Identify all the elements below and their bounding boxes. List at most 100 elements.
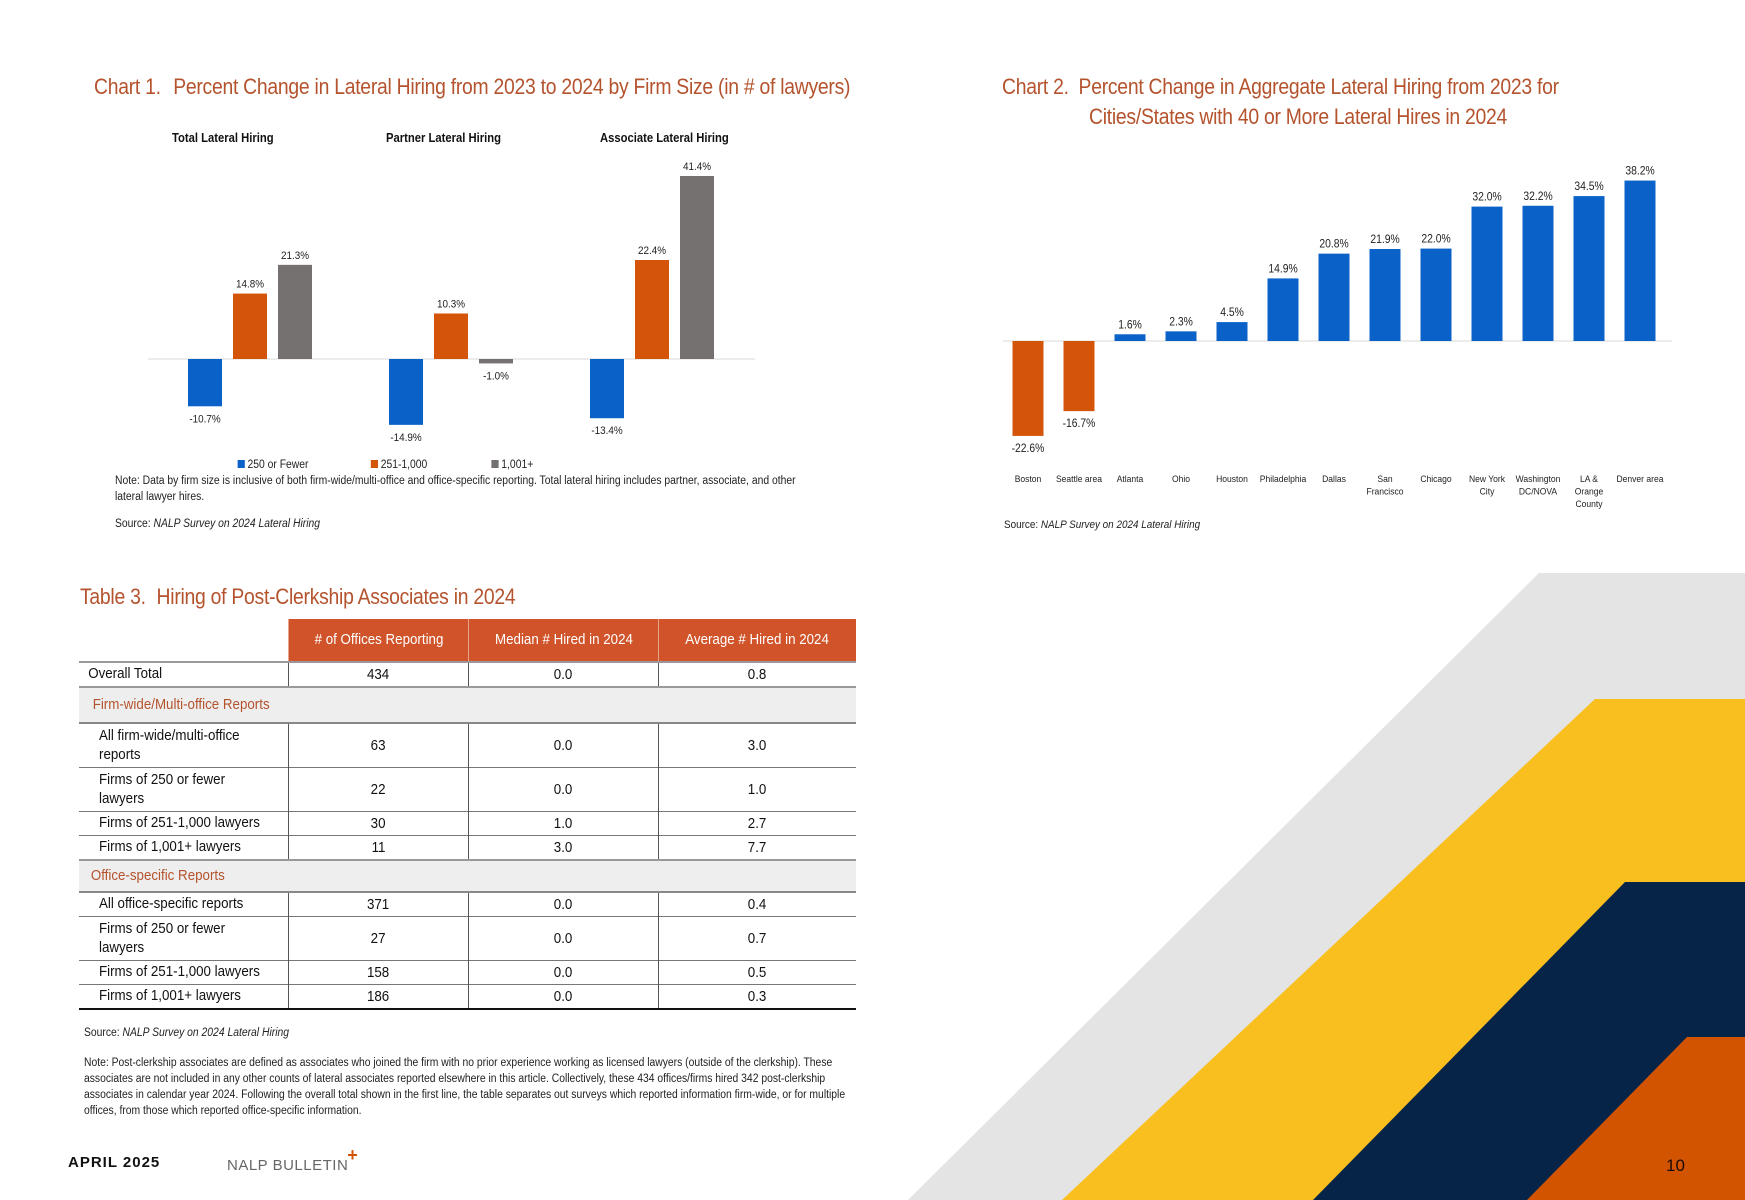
chart1-bar-partner-lateral-hiring-1-001- <box>479 359 513 364</box>
row-label: Firms of 251-1,000 lawyers <box>79 960 289 985</box>
cell-average: 0.4 <box>658 891 856 917</box>
section-row-firm-wide: Firm-wide/Multi-office Reports <box>79 686 856 723</box>
chart2-category-label: San Francisco <box>1367 474 1404 497</box>
cell-median: 0.0 <box>468 722 659 768</box>
chart2-bar-new-york-city <box>1471 206 1503 341</box>
table-row: All firm-wide/multi-office reports 63 0.… <box>79 722 856 768</box>
panel-title-total: Total Lateral Hiring <box>172 131 274 145</box>
chart2-bar-denver-area <box>1624 180 1656 341</box>
table-row: All office-specific reports 371 0.0 0.4 <box>79 891 856 917</box>
cell-offices: 371 <box>288 891 469 917</box>
chart1-data-label: 14.8% <box>236 279 264 291</box>
row-label: All office-specific reports <box>79 891 289 917</box>
chart1-bar-associate-lateral-hiring-251-1-000 <box>635 259 669 359</box>
chart2-title-line1: Percent Change in Aggregate Lateral Hiri… <box>1078 74 1560 99</box>
legend-swatch-blue <box>237 460 245 468</box>
table3-source: Source: NALP Survey on 2024 Lateral Hiri… <box>84 1027 290 1039</box>
chart2-bar-boston <box>1012 341 1044 436</box>
panel-title-partner: Partner Lateral Hiring <box>386 131 502 145</box>
table3-note: Note: Post-clerkship associates are defi… <box>84 1057 846 1117</box>
chart1-data-label: 22.4% <box>638 246 666 258</box>
chart1-data-label: 21.3% <box>281 250 309 262</box>
chart1-title: Chart 1. Percent Change in Lateral Hiring… <box>94 74 850 100</box>
table-row-overall: Overall Total 434 0.0 0.8 <box>79 661 856 687</box>
cell-offices: 158 <box>288 960 469 985</box>
issue-date: APRIL 2025 <box>68 1154 161 1171</box>
chart2-category-label: New York City <box>1469 474 1505 497</box>
row-label: All firm-wide/multi-office reports <box>79 722 289 768</box>
table-row: Firms of 251-1,000 lawyers 30 1.0 2.7 <box>79 811 856 836</box>
chart2-category-label: Seattle area <box>1056 474 1103 485</box>
cell-average: 3.0 <box>658 722 856 768</box>
table-row: Firms of 250 or fewer lawyers 22 0.0 1.0 <box>79 767 856 812</box>
chart2-data-label: 34.5% <box>1574 181 1604 194</box>
chart1-legend: 250 or Fewer 251-1,000 1,001+ <box>0 459 792 473</box>
chart2-source-title: NALP Survey on 2024 Lateral Hiring <box>1040 519 1201 531</box>
chart2-data-label: 2.3% <box>1169 316 1193 329</box>
chart2-category-label: Atlanta <box>1117 474 1144 485</box>
chart1-bar-total-lateral-hiring-251-1-000 <box>233 293 267 359</box>
chart2-bar-seattle-area <box>1063 341 1095 412</box>
plus-mark-icon: + <box>347 1145 359 1165</box>
cell-offices: 30 <box>288 811 469 836</box>
chart2-data-label: -16.7% <box>1063 418 1096 431</box>
cell-average: 1.0 <box>658 767 856 812</box>
table3-source-title: NALP Survey on 2024 Lateral Hiring <box>122 1027 290 1039</box>
legend-swatch-gray <box>491 460 499 468</box>
cell-average: 0.8 <box>658 661 856 687</box>
chart2-category-label: Chicago <box>1420 474 1451 485</box>
row-label: Firms of 251-1,000 lawyers <box>79 811 289 836</box>
legend-swatch-orange <box>370 460 378 468</box>
cell-offices: 63 <box>288 722 469 768</box>
chart2-plot: -22.6% Boston -16.7% Seattle area 1.6% Atlant… <box>1003 165 1672 510</box>
legend-item-250-or-fewer: 250 or Fewer <box>237 459 308 471</box>
cell-offices: 11 <box>288 835 469 860</box>
chart2-data-label: 1.6% <box>1118 319 1142 332</box>
cell-average: 0.3 <box>658 984 856 1010</box>
chart1-data-label: -13.4% <box>591 426 622 438</box>
table-row: Firms of 1,001+ lawyers 186 0.0 0.3 <box>79 984 856 1010</box>
chart1-title-text: Percent Change in Lateral Hiring from 20… <box>173 74 851 99</box>
chart2-bar-ohio <box>1165 331 1197 341</box>
chart1-plot: -10.7% -14.9% -13.4% 14.8% 10.3% 22.4% 21.3% -1… <box>148 162 755 444</box>
cell-median: 0.0 <box>468 916 659 961</box>
chart2-number: Chart 2. <box>1002 74 1069 99</box>
header-average-hired: Average # Hired in 2024 <box>658 619 856 662</box>
chart2-category-label: Houston <box>1216 474 1248 485</box>
section-row-office-specific: Office-specific Reports <box>79 859 856 892</box>
chart2-category-label: Ohio <box>1172 474 1190 485</box>
chart1-bar-partner-lateral-hiring-251-1-000 <box>434 313 468 359</box>
post-clerkship-table: # of Offices Reporting Median # Hired in… <box>79 619 856 1010</box>
chart2-bar-dallas <box>1318 253 1350 341</box>
cell-offices: 27 <box>288 916 469 961</box>
chart2-category-label: Washington DC/NOVA <box>1516 474 1561 497</box>
chart2-title: Chart 2. Percent Change in Aggregate Late… <box>1002 74 1559 100</box>
chart2-category-label: LA & Orange County <box>1575 474 1603 510</box>
chart2-bar-washington-dc-nova <box>1522 205 1554 341</box>
cell-median: 0.0 <box>468 767 659 812</box>
chart2-category-label: Dallas <box>1322 474 1346 485</box>
legend-item-251-1000: 251-1,000 <box>370 459 427 471</box>
page-number: 10 <box>1666 1156 1685 1175</box>
table3-title: Table 3. Hiring of Post-Clerkship Associa… <box>80 584 516 610</box>
table-row: Firms of 1,001+ lawyers 11 3.0 7.7 <box>79 835 856 860</box>
chart2-data-label: 20.8% <box>1319 238 1349 251</box>
table3-title-text: Hiring of Post-Clerkship Associates in 2… <box>156 584 516 609</box>
chart2-bar-chicago <box>1420 248 1452 341</box>
row-label: Firms of 250 or fewer lawyers <box>79 916 289 961</box>
chart1-source-title: NALP Survey on 2024 Lateral Hiring <box>153 518 321 530</box>
chart2-data-label: 21.9% <box>1370 234 1400 247</box>
header-median-hired: Median # Hired in 2024 <box>468 619 659 662</box>
cell-offices: 22 <box>288 767 469 812</box>
cell-median: 0.0 <box>468 661 659 687</box>
cell-median: 0.0 <box>468 984 659 1010</box>
table-row: Firms of 251-1,000 lawyers 158 0.0 0.5 <box>79 960 856 985</box>
cell-median: 0.0 <box>468 891 659 917</box>
chart2-data-label: 14.9% <box>1268 263 1298 276</box>
chart1-bar-total-lateral-hiring-250-or-fewer <box>188 359 222 407</box>
chart2-data-label: 38.2% <box>1625 165 1655 178</box>
chart2-bar-philadelphia <box>1267 278 1299 341</box>
chart1-data-label: -1.0% <box>483 371 509 383</box>
header-offices-reporting: # of Offices Reporting <box>288 619 469 662</box>
